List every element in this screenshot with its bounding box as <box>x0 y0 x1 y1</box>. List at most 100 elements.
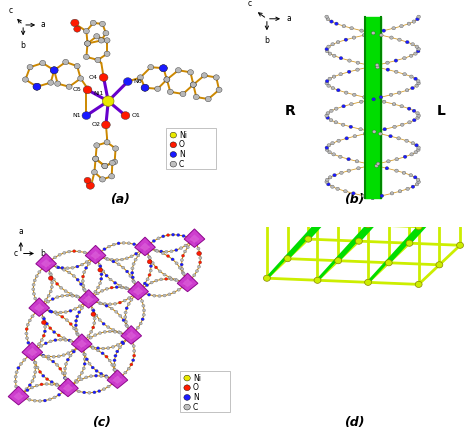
Circle shape <box>325 82 328 85</box>
Circle shape <box>182 235 185 237</box>
Circle shape <box>45 298 47 302</box>
Circle shape <box>68 271 71 274</box>
Circle shape <box>328 151 331 154</box>
Circle shape <box>366 63 370 67</box>
Circle shape <box>14 375 17 378</box>
Circle shape <box>46 378 49 381</box>
Circle shape <box>365 222 372 228</box>
Circle shape <box>91 346 94 349</box>
Circle shape <box>403 155 407 159</box>
Circle shape <box>108 359 111 362</box>
Circle shape <box>352 192 355 195</box>
Circle shape <box>122 342 125 345</box>
Circle shape <box>87 334 90 337</box>
Circle shape <box>149 265 153 267</box>
Circle shape <box>163 294 166 297</box>
Circle shape <box>121 266 125 269</box>
Circle shape <box>50 281 54 284</box>
Circle shape <box>336 187 339 191</box>
Circle shape <box>75 341 78 344</box>
Circle shape <box>46 267 50 270</box>
Circle shape <box>184 404 191 410</box>
Circle shape <box>25 328 28 330</box>
Circle shape <box>105 375 108 378</box>
Circle shape <box>32 283 35 286</box>
Circle shape <box>332 75 336 78</box>
Bar <box>180 371 230 412</box>
Circle shape <box>42 334 46 337</box>
Circle shape <box>198 252 201 255</box>
Circle shape <box>151 261 154 264</box>
Circle shape <box>411 185 415 188</box>
Circle shape <box>84 41 91 46</box>
Circle shape <box>414 151 418 154</box>
Circle shape <box>135 285 137 288</box>
Circle shape <box>193 274 196 277</box>
Circle shape <box>347 169 351 172</box>
Circle shape <box>45 382 48 385</box>
Circle shape <box>108 245 110 248</box>
Circle shape <box>158 295 161 298</box>
Text: Ni1: Ni1 <box>93 91 104 96</box>
Circle shape <box>38 371 42 373</box>
Circle shape <box>325 15 328 18</box>
Circle shape <box>101 270 105 273</box>
Circle shape <box>146 278 149 281</box>
Circle shape <box>326 17 330 21</box>
Circle shape <box>87 262 91 265</box>
Circle shape <box>128 329 131 333</box>
Circle shape <box>80 371 83 374</box>
Text: a: a <box>40 21 45 29</box>
Circle shape <box>372 31 375 35</box>
Circle shape <box>42 303 46 306</box>
Circle shape <box>166 234 170 236</box>
Circle shape <box>25 332 28 335</box>
Circle shape <box>410 87 414 90</box>
Circle shape <box>328 176 332 179</box>
Circle shape <box>326 178 329 181</box>
Circle shape <box>89 303 92 306</box>
Text: O: O <box>179 140 185 149</box>
Circle shape <box>362 194 365 198</box>
Circle shape <box>47 268 50 271</box>
Circle shape <box>125 338 128 340</box>
Text: C: C <box>193 402 198 412</box>
Circle shape <box>182 285 185 288</box>
Circle shape <box>71 19 79 27</box>
Circle shape <box>183 250 187 253</box>
Circle shape <box>100 375 103 378</box>
Circle shape <box>23 358 26 361</box>
Circle shape <box>164 77 170 82</box>
Circle shape <box>199 261 202 264</box>
Circle shape <box>51 298 55 301</box>
Circle shape <box>170 278 173 281</box>
Circle shape <box>410 54 413 57</box>
Circle shape <box>416 49 420 53</box>
Circle shape <box>184 277 187 280</box>
Circle shape <box>99 73 108 81</box>
Circle shape <box>89 336 92 339</box>
Circle shape <box>64 367 67 370</box>
Circle shape <box>164 77 170 82</box>
Circle shape <box>191 82 196 87</box>
Circle shape <box>126 325 129 328</box>
Polygon shape <box>36 253 56 272</box>
Circle shape <box>122 319 125 322</box>
Circle shape <box>383 100 386 104</box>
Circle shape <box>385 260 392 266</box>
Circle shape <box>127 242 130 245</box>
Circle shape <box>131 288 134 291</box>
Circle shape <box>91 294 94 297</box>
Circle shape <box>100 372 103 375</box>
Circle shape <box>347 59 351 62</box>
Circle shape <box>88 362 91 365</box>
Circle shape <box>385 166 389 170</box>
Text: O4: O4 <box>89 75 98 80</box>
Text: (a): (a) <box>110 193 130 206</box>
Circle shape <box>91 258 94 261</box>
Text: N: N <box>179 150 185 159</box>
Circle shape <box>71 383 73 386</box>
Circle shape <box>99 282 102 284</box>
Text: C: C <box>179 160 184 169</box>
Circle shape <box>48 310 52 312</box>
